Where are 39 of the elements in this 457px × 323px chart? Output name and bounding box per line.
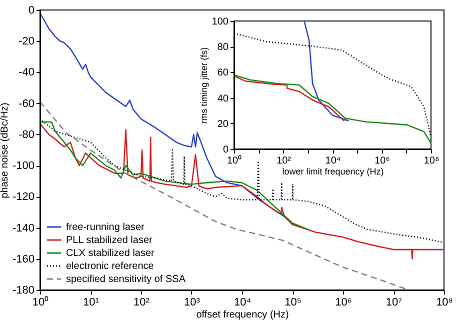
y-tick-label: 0: [222, 144, 229, 156]
y-tick-label: 40: [217, 93, 229, 104]
x-tick-label: 10⁶: [335, 296, 352, 308]
y-tick-label: -60: [18, 98, 34, 110]
x-tick-label: 10⁰: [226, 154, 242, 166]
y-tick-label: 80: [217, 42, 229, 54]
y-tick-label: 100: [212, 16, 229, 28]
legend-label: specified sensitivity of SSA: [66, 274, 186, 285]
legend-label: free-running laser: [66, 222, 146, 233]
y-tick-label: -80: [18, 128, 34, 141]
y-tick-label: -140: [12, 222, 34, 234]
x-tick-label: 10²: [276, 156, 292, 166]
y-tick-label: -160: [12, 253, 34, 266]
y-tick-label: -20: [18, 36, 34, 48]
y-tick-label: -180: [12, 284, 34, 296]
x-tick-label: 10⁶: [374, 156, 390, 166]
y-tick-label: 20: [217, 118, 229, 130]
legend-label: CLX stabilized laser: [66, 248, 156, 259]
x-tick-label: 10⁸: [436, 296, 453, 308]
y-tick-label: -40: [18, 66, 34, 79]
y-tick-label: 60: [217, 68, 229, 79]
x-tick-label: 10⁰: [32, 296, 49, 308]
x-tick-label: 10⁸: [424, 156, 440, 166]
x-tick-label: 10²: [134, 296, 150, 308]
x-axis-title: offset frequency (Hz): [196, 310, 289, 320]
legend-label: PLL stabilized laser: [66, 235, 154, 246]
legend-label: electronic reference: [66, 261, 154, 272]
x-axis-title: lower limit frequency (Hz): [282, 166, 384, 176]
y-tick-label: 0: [28, 4, 34, 16]
x-tick-label: 10¹: [83, 296, 100, 308]
y-tick-label: -120: [12, 191, 34, 204]
x-tick-label: 10³: [184, 296, 200, 308]
x-tick-label: 10⁴: [325, 156, 341, 166]
x-tick-label: 10⁵: [284, 296, 302, 308]
y-axis-title: rms timing jitter (fs): [198, 47, 209, 124]
x-tick-label: 10⁴: [234, 296, 252, 308]
y-tick-label: -100: [12, 160, 34, 172]
x-tick-label: 10⁷: [386, 296, 402, 308]
y-axis-title: phase noise (dBc/Hz): [0, 102, 10, 198]
